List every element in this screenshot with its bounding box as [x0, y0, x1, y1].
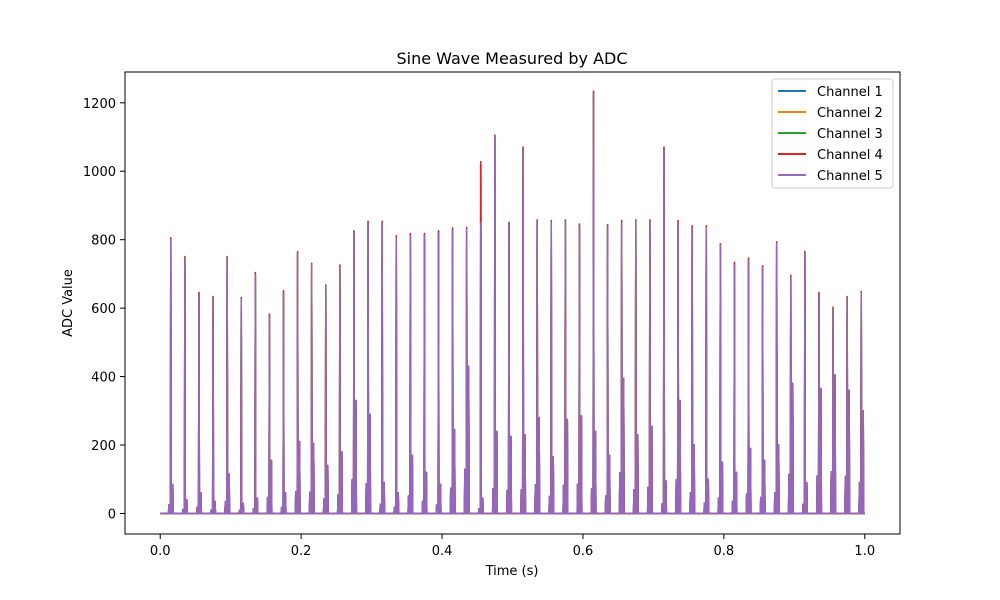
- y-tick-label: 400: [91, 371, 116, 386]
- y-tick-label: 0: [108, 507, 116, 522]
- x-axis-label: Time (s): [485, 564, 539, 579]
- x-tick-label: 0.2: [291, 544, 312, 559]
- series-line-5: [160, 92, 865, 515]
- x-tick-label: 0.4: [432, 544, 453, 559]
- y-tick-label: 1000: [83, 165, 116, 180]
- x-tick-label: 0.8: [714, 544, 735, 559]
- axes-frame: [124, 71, 901, 535]
- x-tick-label: 0.0: [150, 544, 171, 559]
- y-tick-label: 200: [91, 439, 116, 454]
- y-tick-label: 600: [91, 302, 116, 317]
- y-axis-label: ADC Value: [61, 269, 76, 337]
- legend-label: Channel 1: [817, 85, 883, 100]
- y-tick-label: 1200: [83, 97, 116, 112]
- x-ticks: 0.0 0.2 0.4 0.6 0.8 1.0: [150, 534, 875, 559]
- x-tick-label: 1.0: [854, 544, 875, 559]
- legend: Channel 1 Channel 2 Channel 3 Channel 4 Chan…: [771, 78, 894, 189]
- legend-box: [771, 78, 894, 189]
- legend-label: Channel 4: [817, 148, 883, 163]
- legend-label: Channel 2: [817, 106, 883, 121]
- chart-title: Sine Wave Measured by ADC: [396, 49, 627, 68]
- y-ticks: 0 200 400 600 800 1000 1200: [83, 97, 125, 522]
- x-tick-label: 0.6: [573, 544, 594, 559]
- legend-label: Channel 3: [817, 127, 883, 142]
- plot-lines: [160, 90, 865, 515]
- y-tick-label: 800: [91, 234, 116, 249]
- legend-label: Channel 5: [817, 169, 883, 184]
